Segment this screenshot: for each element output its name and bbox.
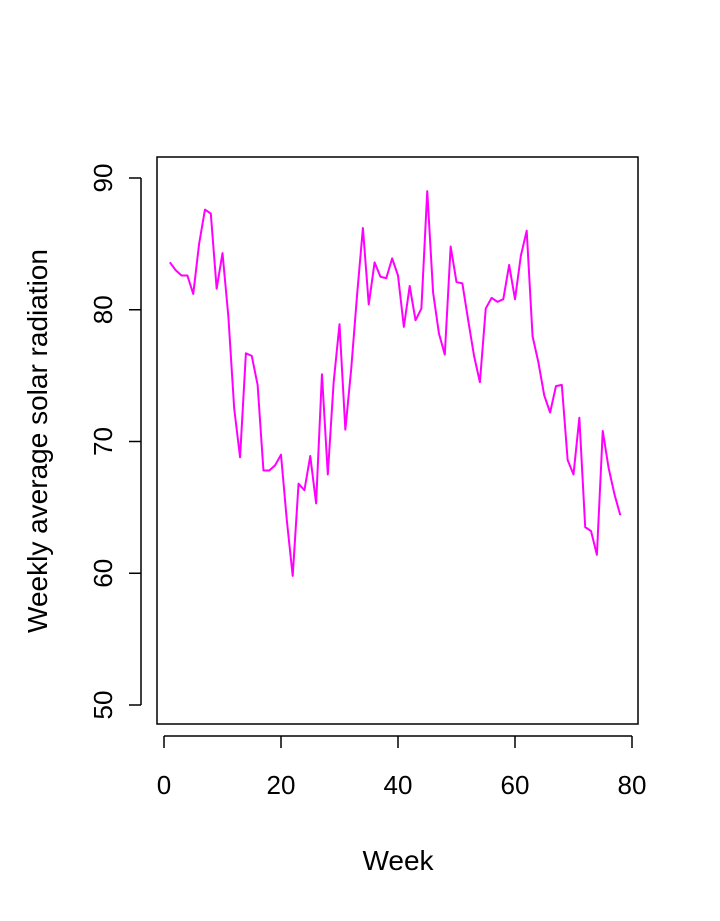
y-tick-label-70: 70 — [88, 427, 118, 456]
x-axis-label: Week — [362, 845, 434, 876]
x-tick-label-60: 60 — [501, 770, 530, 800]
y-axis: 50 60 70 80 90 — [88, 164, 142, 720]
y-tick-label-90: 90 — [88, 164, 118, 193]
y-tick-label-60: 60 — [88, 559, 118, 588]
x-axis: 0 20 40 60 80 — [157, 735, 647, 800]
plot-frame — [156, 156, 639, 725]
series-line — [169, 190, 622, 577]
y-tick-label-50: 50 — [88, 691, 118, 720]
x-tick-label-40: 40 — [384, 770, 413, 800]
x-tick-label-20: 20 — [267, 770, 296, 800]
x-tick-label-0: 0 — [157, 770, 171, 800]
x-tick-label-80: 80 — [618, 770, 647, 800]
y-axis-label: Weekly average solar radiation — [22, 249, 53, 633]
y-tick-label-80: 80 — [88, 295, 118, 324]
